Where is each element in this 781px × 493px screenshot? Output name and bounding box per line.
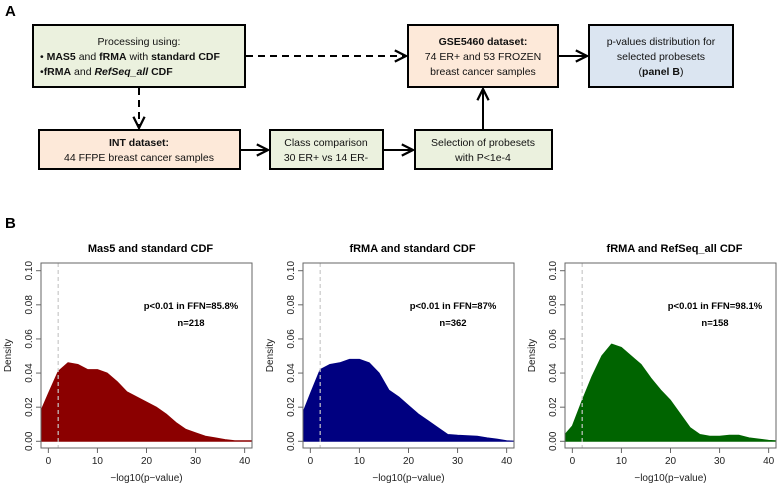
class-comparison-line1: Class comparison xyxy=(284,137,368,149)
processing-line2-segment: and xyxy=(76,51,99,63)
y-tick-label: 0.02 xyxy=(24,397,35,417)
pvalues-line2: selected probesets xyxy=(617,51,705,63)
density-chart-3: 0 10 20 30 40 0.00 0.02 0.04 0.06 0.08 0.10 −log10(… xyxy=(527,243,777,484)
ffn-annotation: p<0.01 in FFN=87% xyxy=(410,301,497,312)
chart-title: fRMA and standard CDF xyxy=(349,243,475,255)
y-tick-label: 0.02 xyxy=(548,397,559,417)
processing-line3-segment: RefSeq_all xyxy=(94,66,149,78)
x-tick-label: 20 xyxy=(665,456,677,467)
class-comparison-line2: 30 ER+ vs 14 ER- xyxy=(284,152,369,164)
pvalues-paren-open: ( xyxy=(639,66,643,78)
panel-label-a: A xyxy=(5,3,16,20)
processing-line2-segment: MAS5 xyxy=(47,51,76,63)
pvalues-line1: p-values distribution for xyxy=(607,36,716,48)
processing-line2-segment: standard CDF xyxy=(151,51,220,63)
processing-line3: •fRMA and RefSeq_all CDF xyxy=(40,66,173,78)
diagram-arrows xyxy=(139,56,587,150)
pvalues-paren-close: ) xyxy=(680,66,684,78)
processing-line1: Processing using: xyxy=(98,36,181,48)
y-tick-label: 0.10 xyxy=(286,261,297,281)
box-gse-dataset: GSE5460 dataset: 74 ER+ and 53 FROZEN br… xyxy=(407,24,559,88)
gse-line2: breast cancer samples xyxy=(430,66,536,78)
ffn-annotation: p<0.01 in FFN=85.8% xyxy=(144,301,239,312)
density-area xyxy=(564,343,777,442)
density-charts: 0 10 20 30 40 0.00 0.02 0.04 0.06 0.08 0.10 −log10(… xyxy=(3,243,777,484)
y-tick-label: 0.08 xyxy=(24,295,35,315)
box-class-comparison: Class comparison 30 ER+ vs 14 ER- xyxy=(269,129,384,170)
n-annotation: n=158 xyxy=(701,318,728,329)
n-annotation: n=218 xyxy=(177,318,204,329)
x-tick-label: 0 xyxy=(46,456,52,467)
x-tick-label: 30 xyxy=(452,456,464,467)
int-dataset-title: INT dataset: xyxy=(109,137,169,149)
y-tick-label: 0.00 xyxy=(548,431,559,451)
x-tick-label: 10 xyxy=(354,456,366,467)
y-tick-label: 0.10 xyxy=(548,261,559,281)
x-axis-label: −log10(p−value) xyxy=(634,473,706,484)
y-tick-label: 0.02 xyxy=(286,397,297,417)
x-tick-label: 30 xyxy=(190,456,202,467)
processing-line2-segment: with xyxy=(127,51,152,63)
chart-title: Mas5 and standard CDF xyxy=(88,243,214,255)
x-tick-label: 10 xyxy=(616,456,628,467)
processing-line2-segment: • xyxy=(40,51,47,63)
y-tick-label: 0.06 xyxy=(286,329,297,349)
x-axis-label: −log10(p−value) xyxy=(110,473,182,484)
x-tick-label: 30 xyxy=(714,456,726,467)
selection-line1: Selection of probesets xyxy=(431,137,535,149)
chart-title: fRMA and RefSeq_all CDF xyxy=(607,243,743,255)
box-selection: Selection of probesets with P<1e-4 xyxy=(414,129,553,170)
x-tick-label: 40 xyxy=(501,456,513,467)
y-tick-label: 0.06 xyxy=(24,329,35,349)
processing-line2-segment: fRMA xyxy=(99,51,127,63)
int-dataset-text: 44 FFPE breast cancer samples xyxy=(64,152,214,164)
density-chart-2: 0 10 20 30 40 0.00 0.02 0.04 0.06 0.08 0.10 −log10(… xyxy=(265,243,515,484)
processing-line2: • MAS5 and fRMA with standard CDF xyxy=(40,51,221,63)
y-tick-label: 0.00 xyxy=(24,431,35,451)
x-tick-label: 0 xyxy=(570,456,576,467)
x-tick-label: 40 xyxy=(239,456,251,467)
y-tick-label: 0.08 xyxy=(286,295,297,315)
gse-title: GSE5460 dataset: xyxy=(439,36,528,48)
density-area xyxy=(40,362,253,442)
x-tick-label: 40 xyxy=(763,456,775,467)
box-processing: Processing using: • MAS5 and fRMA with s… xyxy=(32,24,246,88)
density-area xyxy=(302,358,515,442)
pvalues-panel-ref: panel B xyxy=(642,66,680,78)
y-axis-label: Density xyxy=(527,339,538,372)
y-tick-label: 0.00 xyxy=(286,431,297,451)
x-axis-label: −log10(p−value) xyxy=(372,473,444,484)
y-axis-label: Density xyxy=(3,339,14,372)
processing-line3-segment: and xyxy=(71,66,94,78)
processing-line3-segment: • xyxy=(40,66,44,78)
x-tick-label: 20 xyxy=(403,456,415,467)
box-pvalues: p-values distribution for selected probe… xyxy=(588,24,734,88)
selection-line2: with P<1e-4 xyxy=(454,152,511,164)
x-tick-label: 20 xyxy=(141,456,153,467)
y-tick-label: 0.08 xyxy=(548,295,559,315)
box-int-dataset: INT dataset: 44 FFPE breast cancer sampl… xyxy=(38,129,241,170)
y-tick-label: 0.04 xyxy=(548,363,559,383)
y-tick-label: 0.04 xyxy=(24,363,35,383)
x-tick-label: 10 xyxy=(92,456,104,467)
density-chart-1: 0 10 20 30 40 0.00 0.02 0.04 0.06 0.08 0.10 −log10(… xyxy=(3,243,253,484)
x-tick-label: 0 xyxy=(308,456,314,467)
y-tick-label: 0.06 xyxy=(548,329,559,349)
y-axis-label: Density xyxy=(265,339,276,372)
panel-label-b: B xyxy=(5,215,16,232)
processing-line3-segment: fRMA xyxy=(44,66,72,78)
y-tick-label: 0.10 xyxy=(24,261,35,281)
ffn-annotation: p<0.01 in FFN=98.1% xyxy=(668,301,763,312)
y-tick-label: 0.04 xyxy=(286,363,297,383)
n-annotation: n=362 xyxy=(439,318,466,329)
pvalues-line3: (panel B) xyxy=(639,66,684,78)
gse-line1: 74 ER+ and 53 FROZEN xyxy=(425,51,541,63)
processing-line3-segment: CDF xyxy=(148,66,173,78)
